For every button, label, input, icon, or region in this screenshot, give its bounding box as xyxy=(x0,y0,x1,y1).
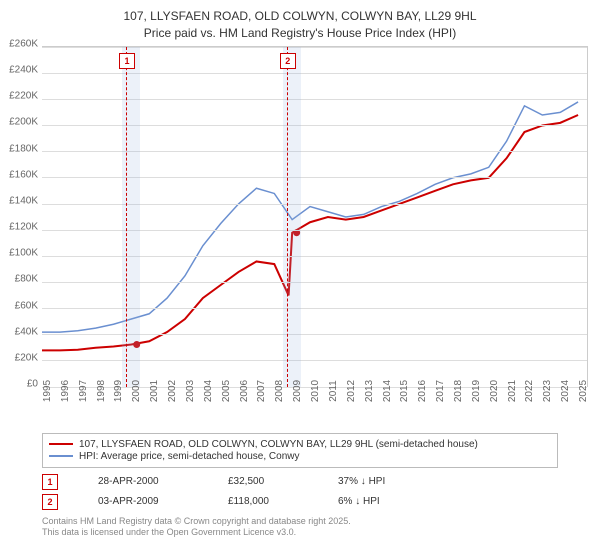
x-tick-label: 2025 xyxy=(578,379,589,401)
x-tick-label: 2006 xyxy=(239,379,250,401)
x-tick-label: 2024 xyxy=(560,379,571,401)
sale-delta: 37% ↓ HPI xyxy=(338,476,385,487)
y-tick-label: £0 xyxy=(27,379,38,390)
x-tick-label: 2009 xyxy=(292,379,303,401)
x-tick-label: 1997 xyxy=(78,379,89,401)
title-line-2: Price paid vs. HM Land Registry's House … xyxy=(0,25,600,42)
marker-line xyxy=(126,47,127,387)
y-tick-label: £100K xyxy=(9,248,38,259)
chart-container: 107, LLYSFAEN ROAD, OLD COLWYN, COLWYN B… xyxy=(0,0,600,539)
y-tick-label: £140K xyxy=(9,195,38,206)
y-tick-label: £40K xyxy=(15,326,38,337)
x-tick-label: 2004 xyxy=(203,379,214,401)
x-tick-label: 2001 xyxy=(149,379,160,401)
x-tick-label: 2013 xyxy=(364,379,375,401)
x-tick-label: 2021 xyxy=(507,379,518,401)
marker-box: 2 xyxy=(280,53,296,69)
y-tick-label: £220K xyxy=(9,91,38,102)
x-tick-label: 1998 xyxy=(96,379,107,401)
x-tick-label: 2016 xyxy=(417,379,428,401)
sale-date: 28-APR-2000 xyxy=(98,476,188,487)
x-tick-label: 2017 xyxy=(435,379,446,401)
x-tick-label: 1995 xyxy=(42,379,53,401)
sale-price: £118,000 xyxy=(228,496,298,507)
y-tick-label: £60K xyxy=(15,300,38,311)
x-tick-label: 1999 xyxy=(113,379,124,401)
x-tick-label: 2005 xyxy=(221,379,232,401)
x-tick-label: 2003 xyxy=(185,379,196,401)
y-tick-label: £80K xyxy=(15,274,38,285)
x-tick-label: 2008 xyxy=(274,379,285,401)
x-tick-label: 2000 xyxy=(131,379,142,401)
legend: 107, LLYSFAEN ROAD, OLD COLWYN, COLWYN B… xyxy=(42,433,558,468)
x-tick-label: 2010 xyxy=(310,379,321,401)
y-tick-label: £240K xyxy=(9,65,38,76)
x-tick-label: 2023 xyxy=(542,379,553,401)
legend-label: 107, LLYSFAEN ROAD, OLD COLWYN, COLWYN B… xyxy=(79,439,478,450)
legend-item: 107, LLYSFAEN ROAD, OLD COLWYN, COLWYN B… xyxy=(49,439,551,450)
y-tick-label: £180K xyxy=(9,143,38,154)
sale-marker-icon: 2 xyxy=(42,494,58,510)
legend-swatch xyxy=(49,455,73,457)
y-tick-label: £260K xyxy=(9,39,38,50)
y-axis: £0£20K£40K£60K£80K£100K£120K£140K£160K£1… xyxy=(0,44,40,384)
x-tick-label: 2015 xyxy=(399,379,410,401)
x-tick-label: 2002 xyxy=(167,379,178,401)
x-tick-label: 2020 xyxy=(489,379,500,401)
y-tick-label: £20K xyxy=(15,352,38,363)
x-tick-label: 2011 xyxy=(328,380,339,402)
sale-date: 03-APR-2009 xyxy=(98,496,188,507)
legend-swatch xyxy=(49,443,73,445)
y-tick-label: £200K xyxy=(9,117,38,128)
sales-row: 1 28-APR-2000 £32,500 37% ↓ HPI xyxy=(42,474,558,490)
sales-row: 2 03-APR-2009 £118,000 6% ↓ HPI xyxy=(42,494,558,510)
marker-line xyxy=(287,47,288,387)
plot-area: 12 xyxy=(42,46,588,387)
y-tick-label: £120K xyxy=(9,222,38,233)
x-tick-label: 2018 xyxy=(453,379,464,401)
sales-table: 1 28-APR-2000 £32,500 37% ↓ HPI 2 03-APR… xyxy=(42,474,558,510)
footer-note: Contains HM Land Registry data © Crown c… xyxy=(42,516,558,539)
y-tick-label: £160K xyxy=(9,169,38,180)
footer-line-2: This data is licensed under the Open Gov… xyxy=(42,527,558,539)
sale-price: £32,500 xyxy=(228,476,298,487)
x-tick-label: 2019 xyxy=(471,379,482,401)
x-tick-label: 2007 xyxy=(256,379,267,401)
footer-line-1: Contains HM Land Registry data © Crown c… xyxy=(42,516,558,528)
x-axis: 1995199619971998199920002001200220032004… xyxy=(42,387,588,423)
x-tick-label: 2014 xyxy=(382,379,393,401)
title-line-1: 107, LLYSFAEN ROAD, OLD COLWYN, COLWYN B… xyxy=(0,8,600,25)
chart-title: 107, LLYSFAEN ROAD, OLD COLWYN, COLWYN B… xyxy=(0,0,600,46)
sale-marker-icon: 1 xyxy=(42,474,58,490)
x-tick-label: 2022 xyxy=(524,379,535,401)
sale-delta: 6% ↓ HPI xyxy=(338,496,380,507)
marker-box: 1 xyxy=(119,53,135,69)
legend-item: HPI: Average price, semi-detached house,… xyxy=(49,451,551,462)
x-tick-label: 2012 xyxy=(346,379,357,401)
legend-label: HPI: Average price, semi-detached house,… xyxy=(79,451,300,462)
x-tick-label: 1996 xyxy=(60,379,71,401)
